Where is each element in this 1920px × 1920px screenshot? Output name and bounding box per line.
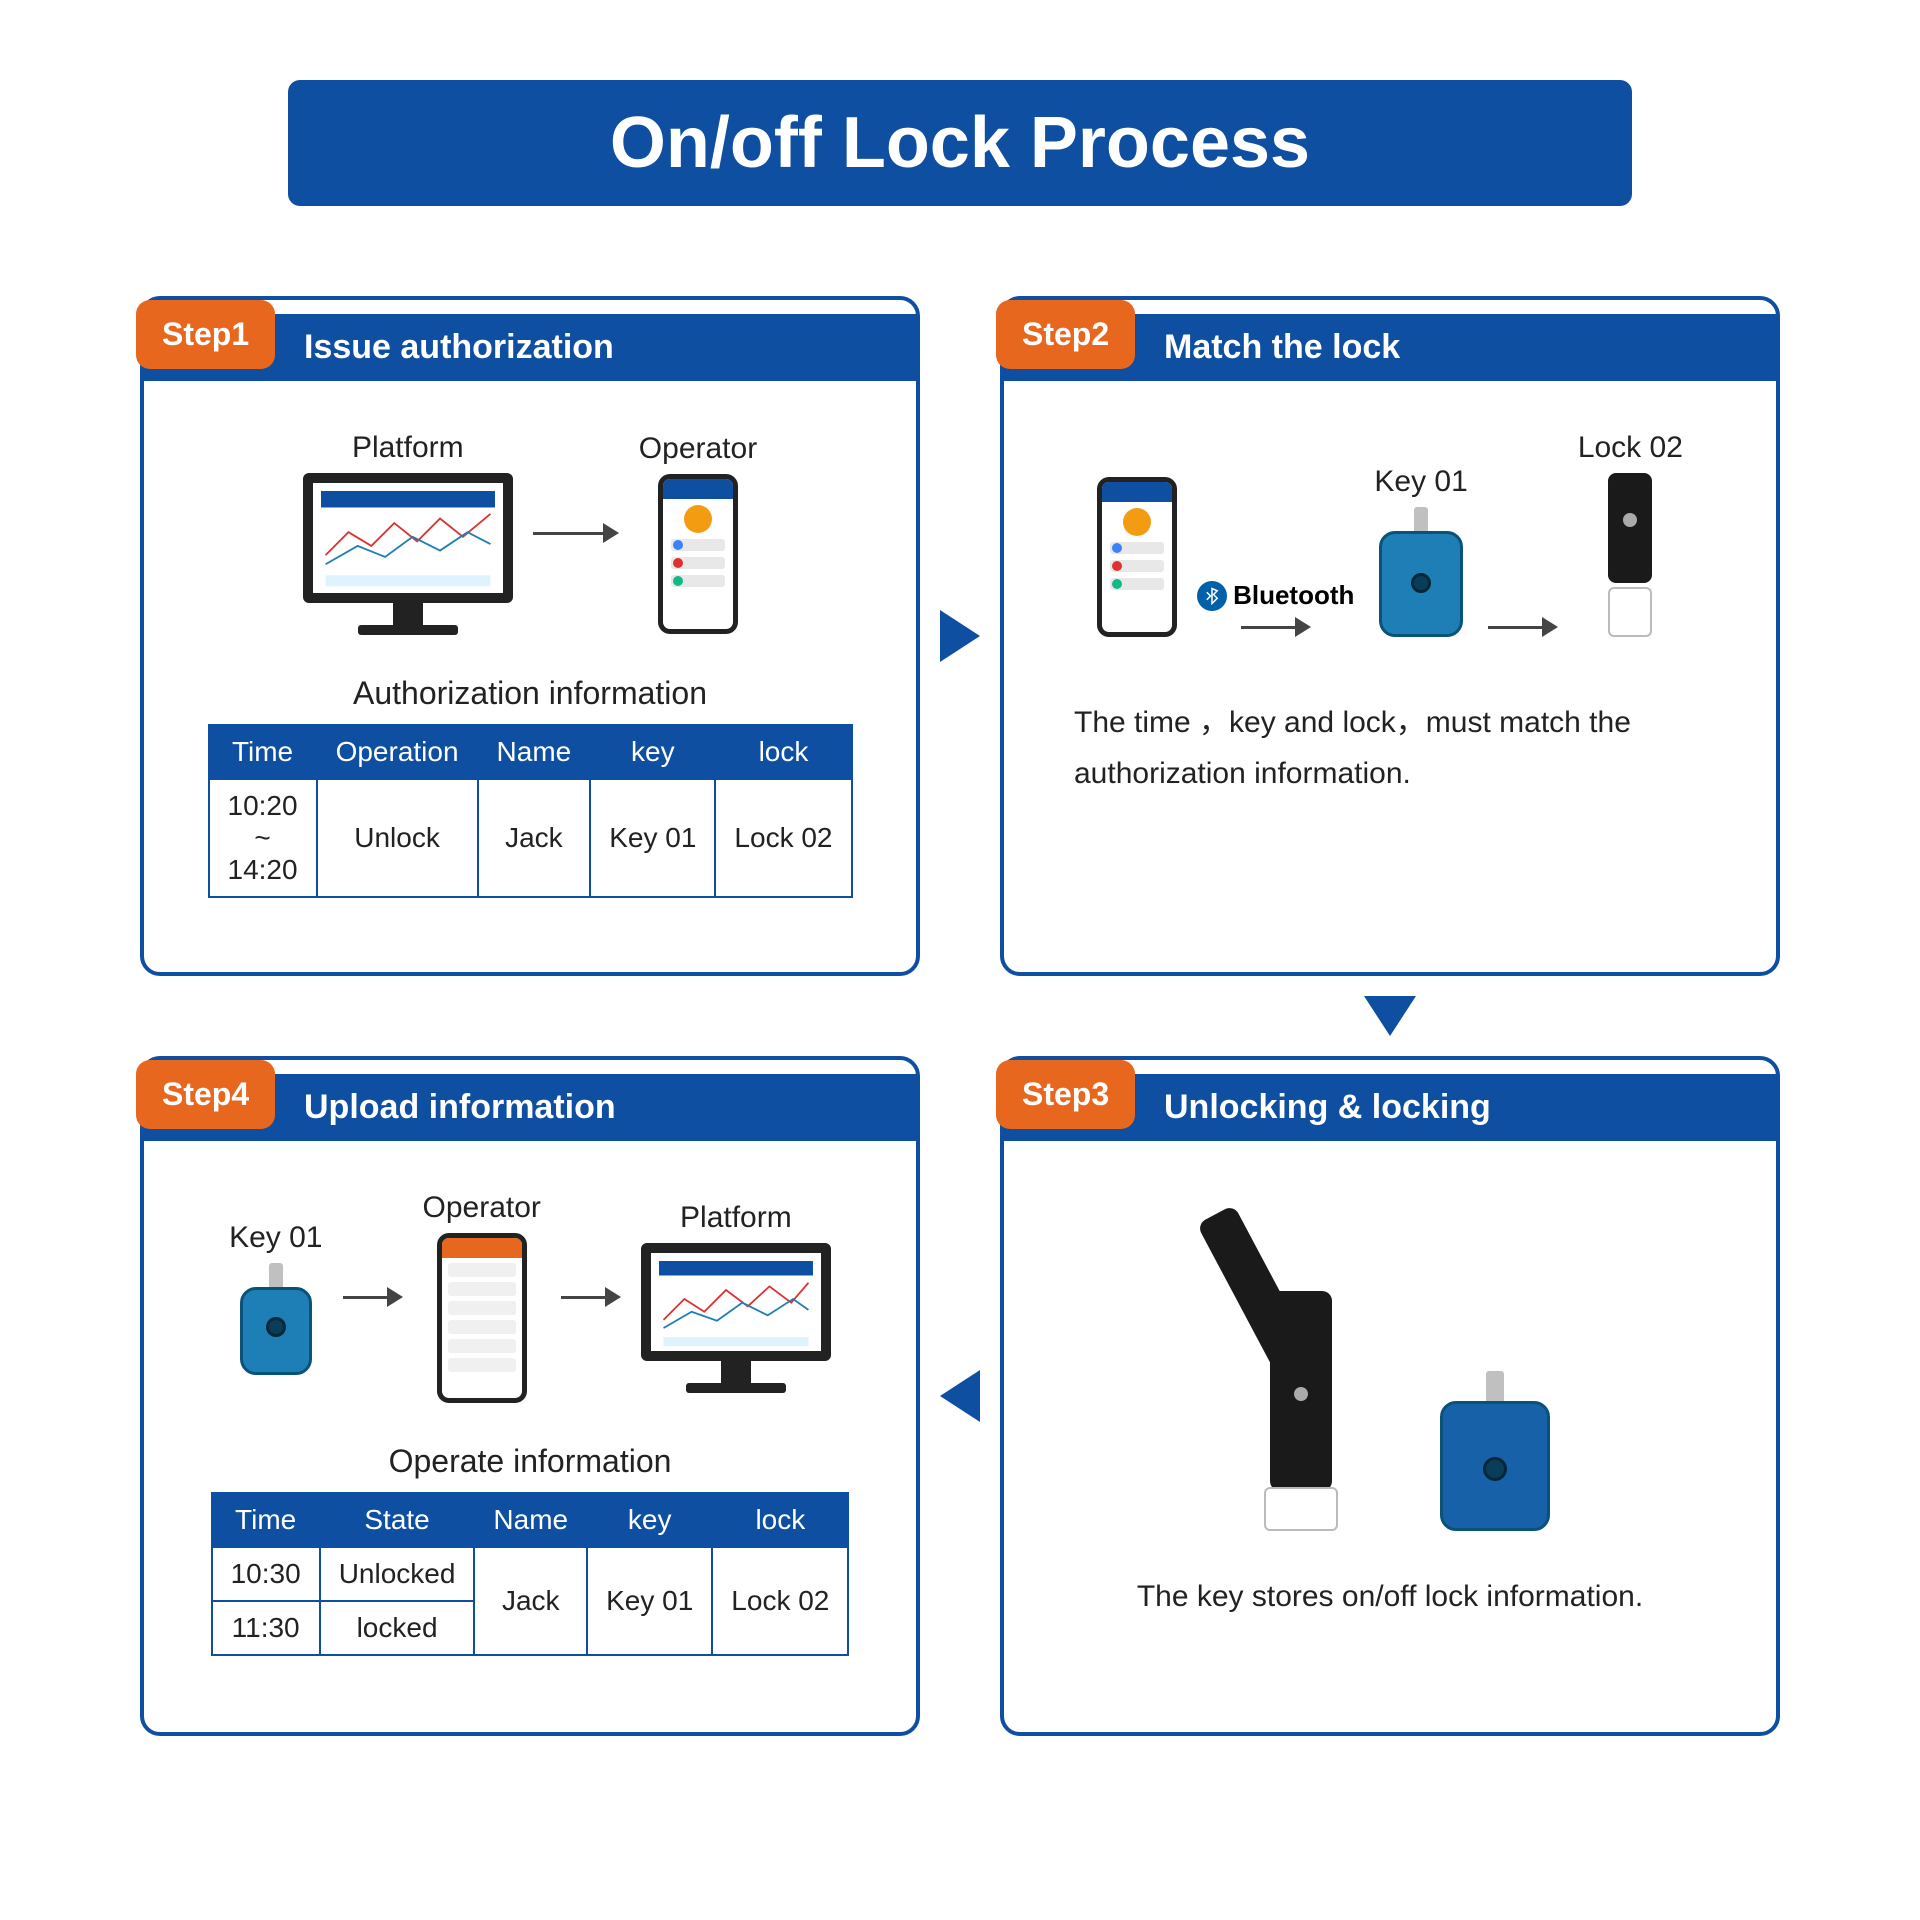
keyfob-icon (240, 1263, 312, 1373)
monitor-icon (641, 1243, 831, 1393)
cell: Jack (474, 1547, 587, 1655)
step1-table: Time Operation Name key lock 10:20 ~ 14:… (208, 724, 853, 898)
col-state: State (320, 1493, 475, 1547)
arrow-icon (1241, 617, 1311, 637)
cell: locked (320, 1601, 475, 1655)
step4-table: Time State Name key lock 10:30 Unlocked … (211, 1492, 850, 1656)
cell: Unlocked (320, 1547, 475, 1601)
monitor-icon (303, 473, 513, 635)
col-operation: Operation (317, 725, 478, 779)
step2-device-row: Bluetooth Key 01 Lock 02 (1044, 431, 1736, 637)
col-time: Time (212, 1493, 320, 1547)
cell: Unlock (317, 779, 478, 897)
step4-device-row: Key 01 Operator Platform (184, 1191, 876, 1403)
col-time: Time (209, 725, 317, 779)
flow-arrow-down-icon (1000, 986, 1780, 1046)
badge-step4: Step4 (136, 1060, 275, 1129)
flow-arrow-left-icon (930, 1056, 990, 1736)
col-name: Name (478, 725, 591, 779)
lock-label: Lock 02 (1578, 431, 1683, 465)
lock-icon (1608, 473, 1652, 637)
cell: 11:30 (212, 1601, 320, 1655)
col-lock: lock (715, 725, 851, 779)
bluetooth-icon (1197, 581, 1227, 611)
phone-icon (658, 474, 738, 634)
platform-label: Platform (352, 431, 464, 465)
bluetooth-text: Bluetooth (1233, 580, 1354, 611)
arrow-icon (1488, 617, 1558, 637)
panel-step3: Step3 Unlocking & locking The key stores… (1000, 1056, 1780, 1736)
step4-table-title: Operate information (389, 1443, 672, 1480)
badge-step3: Step3 (996, 1060, 1135, 1129)
panel-step2: Step2 Match the lock Bluetooth (1000, 296, 1780, 976)
step2-caption: The time ，key and lock，must match the au… (1044, 697, 1736, 799)
cell: Lock 02 (715, 779, 851, 897)
operator-label: Operator (639, 432, 757, 466)
process-grid: Step1 Issue authorization Platform (140, 296, 1780, 1736)
cell: Key 01 (590, 779, 715, 897)
col-name: Name (474, 1493, 587, 1547)
key-label: Key 01 (229, 1221, 322, 1255)
platform-label: Platform (680, 1201, 792, 1235)
panel-step4: Step4 Upload information Key 01 Operator (140, 1056, 920, 1736)
cell: 10:20 ~ 14:20 (209, 779, 317, 897)
page-title: On/off Lock Process (288, 80, 1633, 206)
cell: Jack (478, 779, 591, 897)
cell: Key 01 (587, 1547, 712, 1655)
operator-label: Operator (423, 1191, 541, 1225)
key-label: Key 01 (1374, 465, 1467, 499)
col-key: key (587, 1493, 712, 1547)
arrow-icon (343, 1287, 403, 1307)
flow-arrow-right-icon (930, 296, 990, 976)
phone-icon (1097, 477, 1177, 637)
col-key: key (590, 725, 715, 779)
arrow-icon (533, 523, 619, 543)
cell: Lock 02 (712, 1547, 848, 1655)
badge-step1: Step1 (136, 300, 275, 369)
panel-step1: Step1 Issue authorization Platform (140, 296, 920, 976)
keyfob-icon (1379, 507, 1463, 637)
col-lock: lock (712, 1493, 848, 1547)
cell: 10:30 (212, 1547, 320, 1601)
phone-icon (437, 1233, 527, 1403)
bluetooth-label: Bluetooth (1197, 580, 1354, 611)
step1-table-title: Authorization information (353, 675, 707, 712)
keyfob-icon (1440, 1371, 1550, 1531)
step3-row (1230, 1191, 1550, 1531)
step3-caption: The key stores on/off lock information. (1107, 1571, 1673, 1622)
badge-step2: Step2 (996, 300, 1135, 369)
arrow-icon (561, 1287, 621, 1307)
step1-device-row: Platform (184, 431, 876, 635)
lock-open-icon (1230, 1191, 1370, 1531)
